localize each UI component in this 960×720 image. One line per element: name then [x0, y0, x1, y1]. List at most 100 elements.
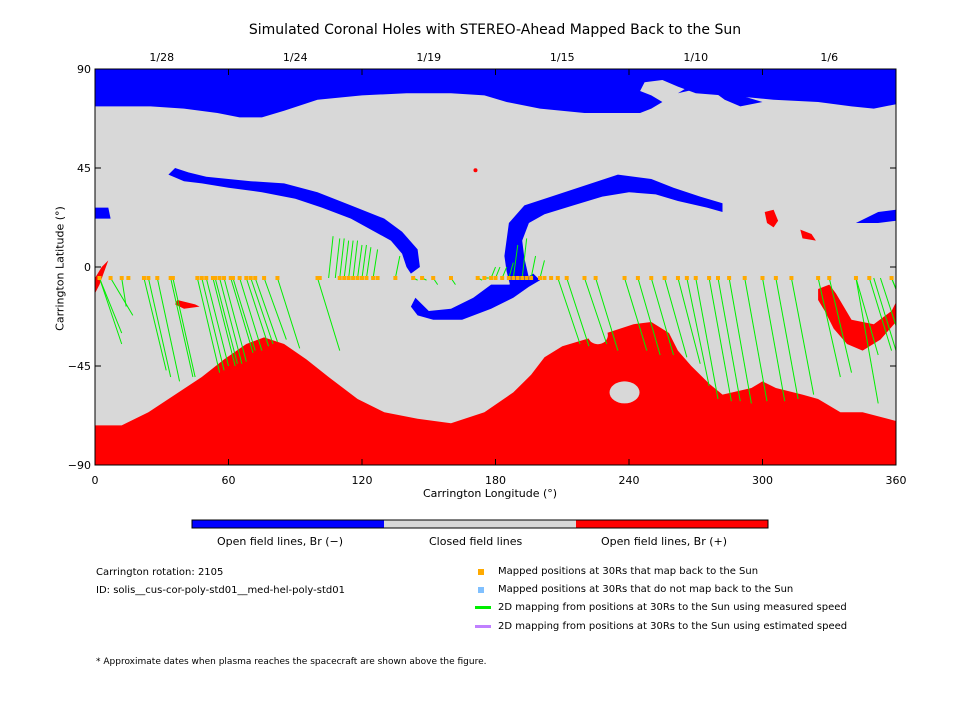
- closed-island: [609, 381, 640, 404]
- mapping-line: [775, 277, 799, 400]
- key-unmapped: Mapped positions at 30Rs that do not map…: [498, 584, 794, 595]
- mapping-line: [595, 277, 619, 351]
- estimated-line-icon: [475, 625, 491, 628]
- key-measured: 2D mapping from positions at 30Rs to the…: [498, 602, 847, 613]
- mapped-point: [141, 276, 146, 280]
- mapping-line: [245, 277, 270, 347]
- mapped-point: [684, 276, 689, 280]
- mapping-line: [566, 277, 590, 347]
- y-tick-label: 90: [77, 63, 91, 76]
- mapped-point: [529, 276, 534, 280]
- negative-band-equatorial: [410, 273, 540, 320]
- mapping-line: [664, 277, 688, 358]
- mapped-point: [411, 276, 416, 280]
- positive-dot: [473, 168, 478, 173]
- mapping-line: [530, 255, 537, 279]
- mapping-line: [317, 277, 341, 351]
- axes: 0 60 120 180 240 300 360 90 45 0 −45 −90 1/28 1/24 1/1…: [68, 51, 907, 487]
- mapped-point: [168, 276, 173, 280]
- mapping-line: [879, 277, 896, 328]
- mapping-line: [855, 277, 879, 404]
- mapping-line: [361, 244, 367, 279]
- mapped-point: [506, 276, 511, 280]
- colorbar-frame: [191, 519, 769, 529]
- mapped-point: [493, 276, 498, 280]
- mapping-line: [147, 277, 172, 378]
- positive-patch-west: [95, 260, 109, 294]
- mapping-line: [239, 277, 263, 351]
- mapped-point: [199, 276, 204, 280]
- mapped-point: [889, 276, 894, 280]
- mapped-point: [511, 276, 516, 280]
- mapping-line: [624, 277, 648, 351]
- mapped-point: [237, 276, 242, 280]
- mapping-line: [339, 238, 345, 279]
- mapped-point: [317, 276, 322, 280]
- mapped-point: [420, 276, 425, 280]
- y-tick-label: −45: [68, 360, 91, 373]
- mapping-line: [828, 277, 852, 373]
- mapping-line: [232, 277, 256, 351]
- mapped-point: [593, 276, 598, 280]
- y-tick-label: 45: [77, 162, 91, 175]
- mapped-point: [108, 276, 113, 280]
- north-polar-hole: [95, 69, 896, 118]
- y-tick-label: 0: [84, 261, 91, 274]
- key-estimated: 2D mapping from positions at 30Rs to the…: [498, 621, 848, 632]
- mapped-point: [649, 276, 654, 280]
- negative-patch-east: [855, 209, 896, 223]
- north-finger: [677, 82, 763, 107]
- mapping-line: [172, 277, 196, 378]
- mapped-point: [742, 276, 747, 280]
- mapped-point: [262, 276, 267, 280]
- mapping-line: [205, 277, 229, 367]
- closed-notch: [587, 326, 608, 345]
- mapped-point: [119, 276, 124, 280]
- mapping-line: [254, 277, 278, 342]
- mapping-line: [334, 238, 341, 279]
- mapped-point: [549, 276, 554, 280]
- mapped-point: [635, 276, 640, 280]
- mapped-point: [693, 276, 698, 280]
- mapping-line: [110, 277, 134, 316]
- mapped-point: [555, 276, 560, 280]
- mapping-line: [394, 255, 401, 279]
- mapped-point: [253, 276, 258, 280]
- colorbar-segment: [192, 520, 384, 528]
- mapped-point: [230, 276, 235, 280]
- y-tick-label: −90: [68, 459, 91, 472]
- mapping-line: [348, 240, 354, 279]
- mapped-point: [146, 276, 151, 280]
- mapping-line: [201, 277, 225, 371]
- mapped-point: [489, 276, 494, 280]
- date-tick-label: 1/28: [149, 51, 174, 64]
- mapping-line: [686, 277, 710, 386]
- mapped-point-icon: [478, 569, 484, 575]
- mapping-line: [873, 277, 896, 351]
- mapped-point: [393, 276, 398, 280]
- mapped-point: [210, 276, 215, 280]
- mapping-line: [855, 277, 879, 356]
- mapped-point: [675, 276, 680, 280]
- mapping-line: [891, 277, 896, 291]
- mapped-point: [515, 276, 520, 280]
- chart-title: Simulated Coronal Holes with STEREO-Ahea…: [248, 22, 742, 38]
- mapped-point: [364, 276, 369, 280]
- mapping-line: [539, 260, 545, 279]
- date-tick-label: 1/6: [820, 51, 838, 64]
- mapped-point: [342, 276, 347, 280]
- positive-patch-small: [175, 300, 200, 309]
- mapping-line: [98, 277, 123, 345]
- mapping-line: [695, 277, 719, 400]
- mapped-point: [520, 276, 525, 280]
- mapping-line: [223, 277, 247, 362]
- mapped-point: [760, 276, 765, 280]
- mapping-line: [868, 277, 893, 351]
- mapped-point: [524, 276, 529, 280]
- x-tick-label: 360: [886, 474, 907, 487]
- mapping-line: [212, 277, 236, 367]
- colorbar-legend: [191, 519, 769, 529]
- mapping-line: [219, 277, 243, 364]
- mapped-point: [662, 276, 667, 280]
- mapping-line: [762, 277, 786, 402]
